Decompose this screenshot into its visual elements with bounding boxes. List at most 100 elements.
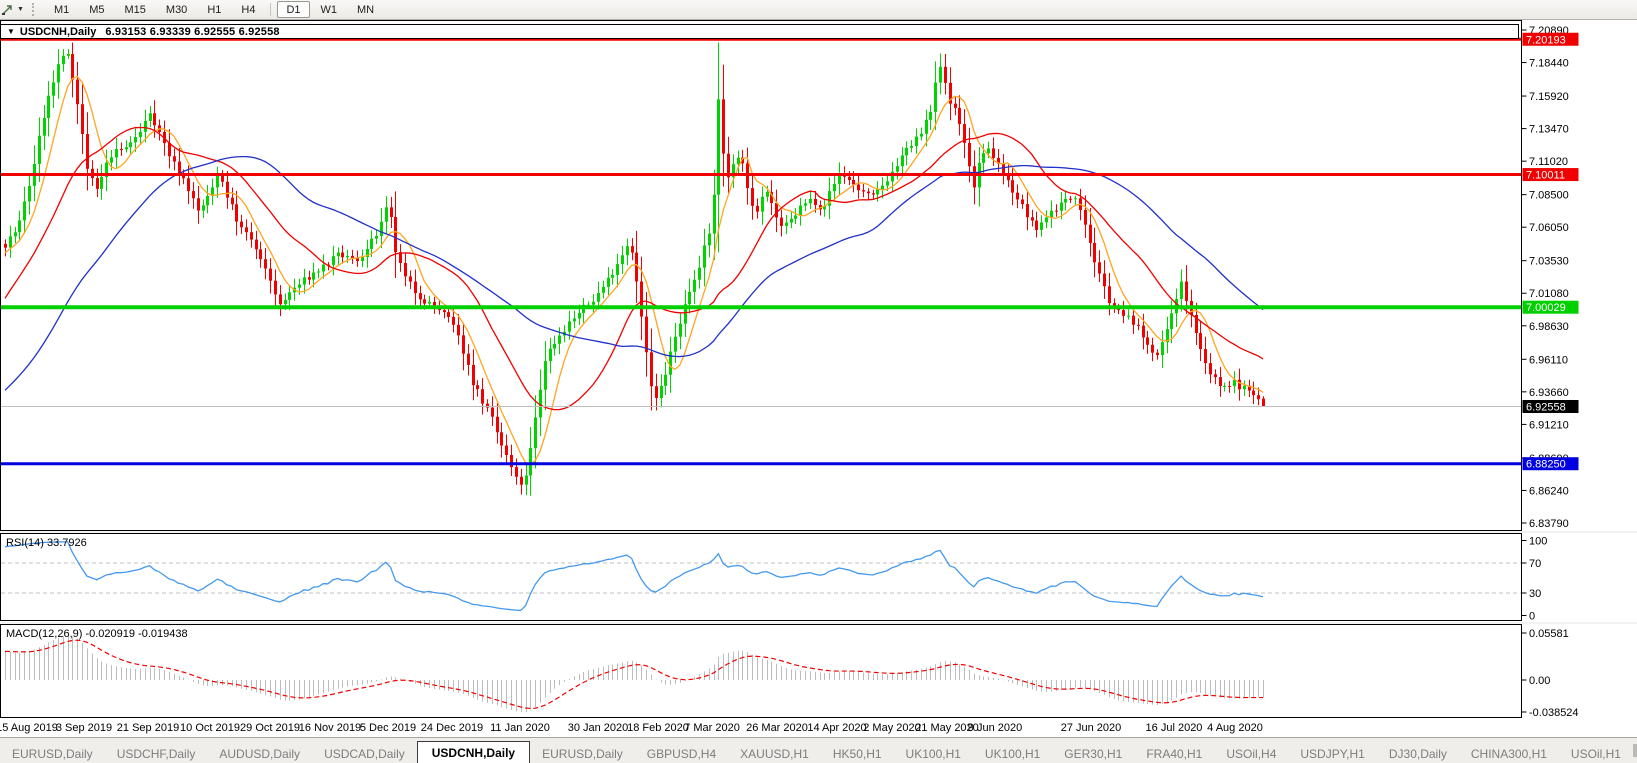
tab-separator <box>1632 744 1637 757</box>
chart-symbol-title: USDCNH,Daily <box>19 25 97 38</box>
tab-hk50-h1[interactable]: HK50,H1 <box>832 746 882 761</box>
tab-fra40-h1[interactable]: FRA40,H1 <box>1146 746 1203 761</box>
svg-text:16 Nov 2019: 16 Nov 2019 <box>299 722 361 734</box>
rsi-panel: 100 70 30 0 <box>1 536 1547 623</box>
price-badge: 7.20193 <box>1522 32 1579 46</box>
svg-text:29 Oct 2019: 29 Oct 2019 <box>240 722 300 734</box>
svg-text:2 May 2020: 2 May 2020 <box>863 722 920 734</box>
svg-text:30: 30 <box>1529 588 1541 600</box>
tab-usdcad-daily[interactable]: USDCAD,Daily <box>324 746 405 761</box>
timeframe-button-MN[interactable]: MN <box>357 3 375 16</box>
tab-gbpusd-h4[interactable]: GBPUSD,H4 <box>646 746 717 761</box>
svg-text:27 Jun 2020: 27 Jun 2020 <box>1061 722 1122 734</box>
price-badge: 6.92558 <box>1522 399 1579 413</box>
tab-usoil-h4[interactable]: USOil,H4 <box>1226 746 1277 761</box>
rsi-label: RSI(14) 33.7926 <box>6 537 87 549</box>
ma-slow-line <box>4 155 1264 391</box>
svg-text:7.06050: 7.06050 <box>1529 222 1569 234</box>
svg-text:7.15920: 7.15920 <box>1529 91 1569 103</box>
tab-usdjpy-h1[interactable]: USDJPY,H1 <box>1300 746 1365 761</box>
toolbar-grip-handle[interactable] <box>31 3 37 16</box>
rsi-line <box>4 541 1264 612</box>
price-badge: 7.10011 <box>1522 168 1579 182</box>
svg-text:7.08500: 7.08500 <box>1529 190 1569 202</box>
svg-text:100: 100 <box>1529 536 1547 548</box>
timeframe-button-H1[interactable]: H1 <box>207 3 222 16</box>
svg-text:6.83790: 6.83790 <box>1529 518 1569 530</box>
timeframe-button-M1[interactable]: M1 <box>53 3 70 16</box>
svg-text:3 Sep 2019: 3 Sep 2019 <box>56 722 112 734</box>
timeframe-button-M5[interactable]: M5 <box>89 3 105 16</box>
svg-text:7.10011: 7.10011 <box>1526 170 1565 182</box>
panel-frames <box>0 20 1637 718</box>
candlestick-series <box>4 42 1265 496</box>
svg-text:70: 70 <box>1529 558 1541 570</box>
svg-text:24 Dec 2019: 24 Dec 2019 <box>421 722 483 734</box>
timeframe-button-D1[interactable]: D1 <box>277 1 310 18</box>
crosshair-cursor-icon[interactable] <box>1 3 14 16</box>
svg-text:7.18440: 7.18440 <box>1529 58 1569 70</box>
svg-text:5 Dec 2019: 5 Dec 2019 <box>360 722 416 734</box>
chevron-down-icon[interactable]: ▼ <box>17 6 24 13</box>
svg-text:7 Mar 2020: 7 Mar 2020 <box>684 722 740 734</box>
tab-usoil-h1[interactable]: USOil,H1 <box>1570 746 1621 761</box>
svg-text:21 Sep 2019: 21 Sep 2019 <box>117 722 179 734</box>
svg-text:15 Aug 2019: 15 Aug 2019 <box>0 722 58 734</box>
svg-text:6.96110: 6.96110 <box>1529 354 1568 366</box>
svg-text:7.01080: 7.01080 <box>1529 288 1569 300</box>
svg-text:7.11020: 7.11020 <box>1529 156 1568 168</box>
toolbar: ▼ M1 M5 M15 M30 H1 H4 D1 W1 MN <box>0 0 1637 20</box>
tab-eurusd-daily[interactable]: EURUSD,Daily <box>542 746 623 761</box>
timeframe-button-W1[interactable]: W1 <box>320 3 338 16</box>
tab-ger30-h1[interactable]: GER30,H1 <box>1064 746 1123 761</box>
ma-fast-line <box>4 75 1264 466</box>
price-badge: 7.00029 <box>1522 300 1579 314</box>
time-axis: 15 Aug 20193 Sep 2019 21 Sep 2019 10 Oct 2… <box>0 722 1263 734</box>
timeframe-button-H4[interactable]: H4 <box>241 3 256 16</box>
svg-text:7.20193: 7.20193 <box>1526 34 1566 46</box>
svg-text:16 Jul 2020: 16 Jul 2020 <box>1146 722 1203 734</box>
svg-text:7.03530: 7.03530 <box>1529 256 1569 268</box>
tab-usdchf-daily[interactable]: USDCHF,Daily <box>116 746 196 761</box>
chart-title-bar[interactable]: ▼ USDCNH,Daily 6.93153 6.93339 6.92555 6… <box>0 24 1519 39</box>
tab-uk100-h1[interactable]: UK100,H1 <box>984 746 1041 761</box>
svg-text:14 Apr 2020: 14 Apr 2020 <box>807 722 866 734</box>
svg-text:6.88250: 6.88250 <box>1526 459 1566 471</box>
svg-text:7.00029: 7.00029 <box>1526 302 1566 314</box>
svg-text:0.05581: 0.05581 <box>1529 628 1569 640</box>
svg-text:6.91210: 6.91210 <box>1529 419 1569 431</box>
price-badge: 6.88250 <box>1522 457 1579 471</box>
tab-china300-h1[interactable]: CHINA300,H1 <box>1470 746 1547 761</box>
svg-text:0.00: 0.00 <box>1529 675 1550 687</box>
svg-text:6.86240: 6.86240 <box>1529 485 1569 497</box>
svg-text:10 Oct 2019: 10 Oct 2019 <box>180 722 240 734</box>
collapse-triangle-icon[interactable]: ▼ <box>7 26 15 36</box>
svg-text:6.98630: 6.98630 <box>1529 321 1569 333</box>
chart-ohlc-values: 6.93153 6.93339 6.92555 6.92558 <box>105 25 280 38</box>
horizontal-level-lines[interactable] <box>1 37 1521 466</box>
svg-text:18 Feb 2020: 18 Feb 2020 <box>627 722 689 734</box>
svg-text:26 Mar 2020: 26 Mar 2020 <box>746 722 808 734</box>
macd-signal-line <box>4 639 1264 710</box>
tab-dj30-daily[interactable]: DJ30,Daily <box>1388 746 1447 761</box>
timeframe-button-M30[interactable]: M30 <box>165 3 188 16</box>
svg-text:9 Jun 2020: 9 Jun 2020 <box>968 722 1022 734</box>
tab-uk100-h1[interactable]: UK100,H1 <box>905 746 961 761</box>
chart-canvas[interactable]: 7.208907.184407.159207.134707.110207.085… <box>0 0 1637 737</box>
timeframe-button-M15[interactable]: M15 <box>124 3 146 16</box>
price-axis: 7.208907.184407.159207.134707.110207.085… <box>1521 25 1579 530</box>
svg-text:-0.038524: -0.038524 <box>1529 707 1579 719</box>
svg-text:6.93660: 6.93660 <box>1529 387 1569 399</box>
tab-xauusd-h1[interactable]: XAUUSD,H1 <box>740 746 809 761</box>
chart-tabs-bar: EURUSD,Daily USDCHF,Daily AUDUSD,Daily USDC… <box>0 737 1637 763</box>
svg-text:11 Jan 2020: 11 Jan 2020 <box>490 722 550 734</box>
tab-eurusd-daily[interactable]: EURUSD,Daily <box>12 746 93 761</box>
svg-text:30 Jan 2020: 30 Jan 2020 <box>568 722 629 734</box>
svg-text:21 May 2020: 21 May 2020 <box>915 722 979 734</box>
svg-text:4 Aug 2020: 4 Aug 2020 <box>1207 722 1263 734</box>
svg-text:0: 0 <box>1529 611 1535 623</box>
tab-audusd-daily[interactable]: AUDUSD,Daily <box>219 746 301 761</box>
tab-usdcnh-daily[interactable]: USDCNH,Daily <box>416 741 531 763</box>
toolbar-separator <box>270 3 272 16</box>
